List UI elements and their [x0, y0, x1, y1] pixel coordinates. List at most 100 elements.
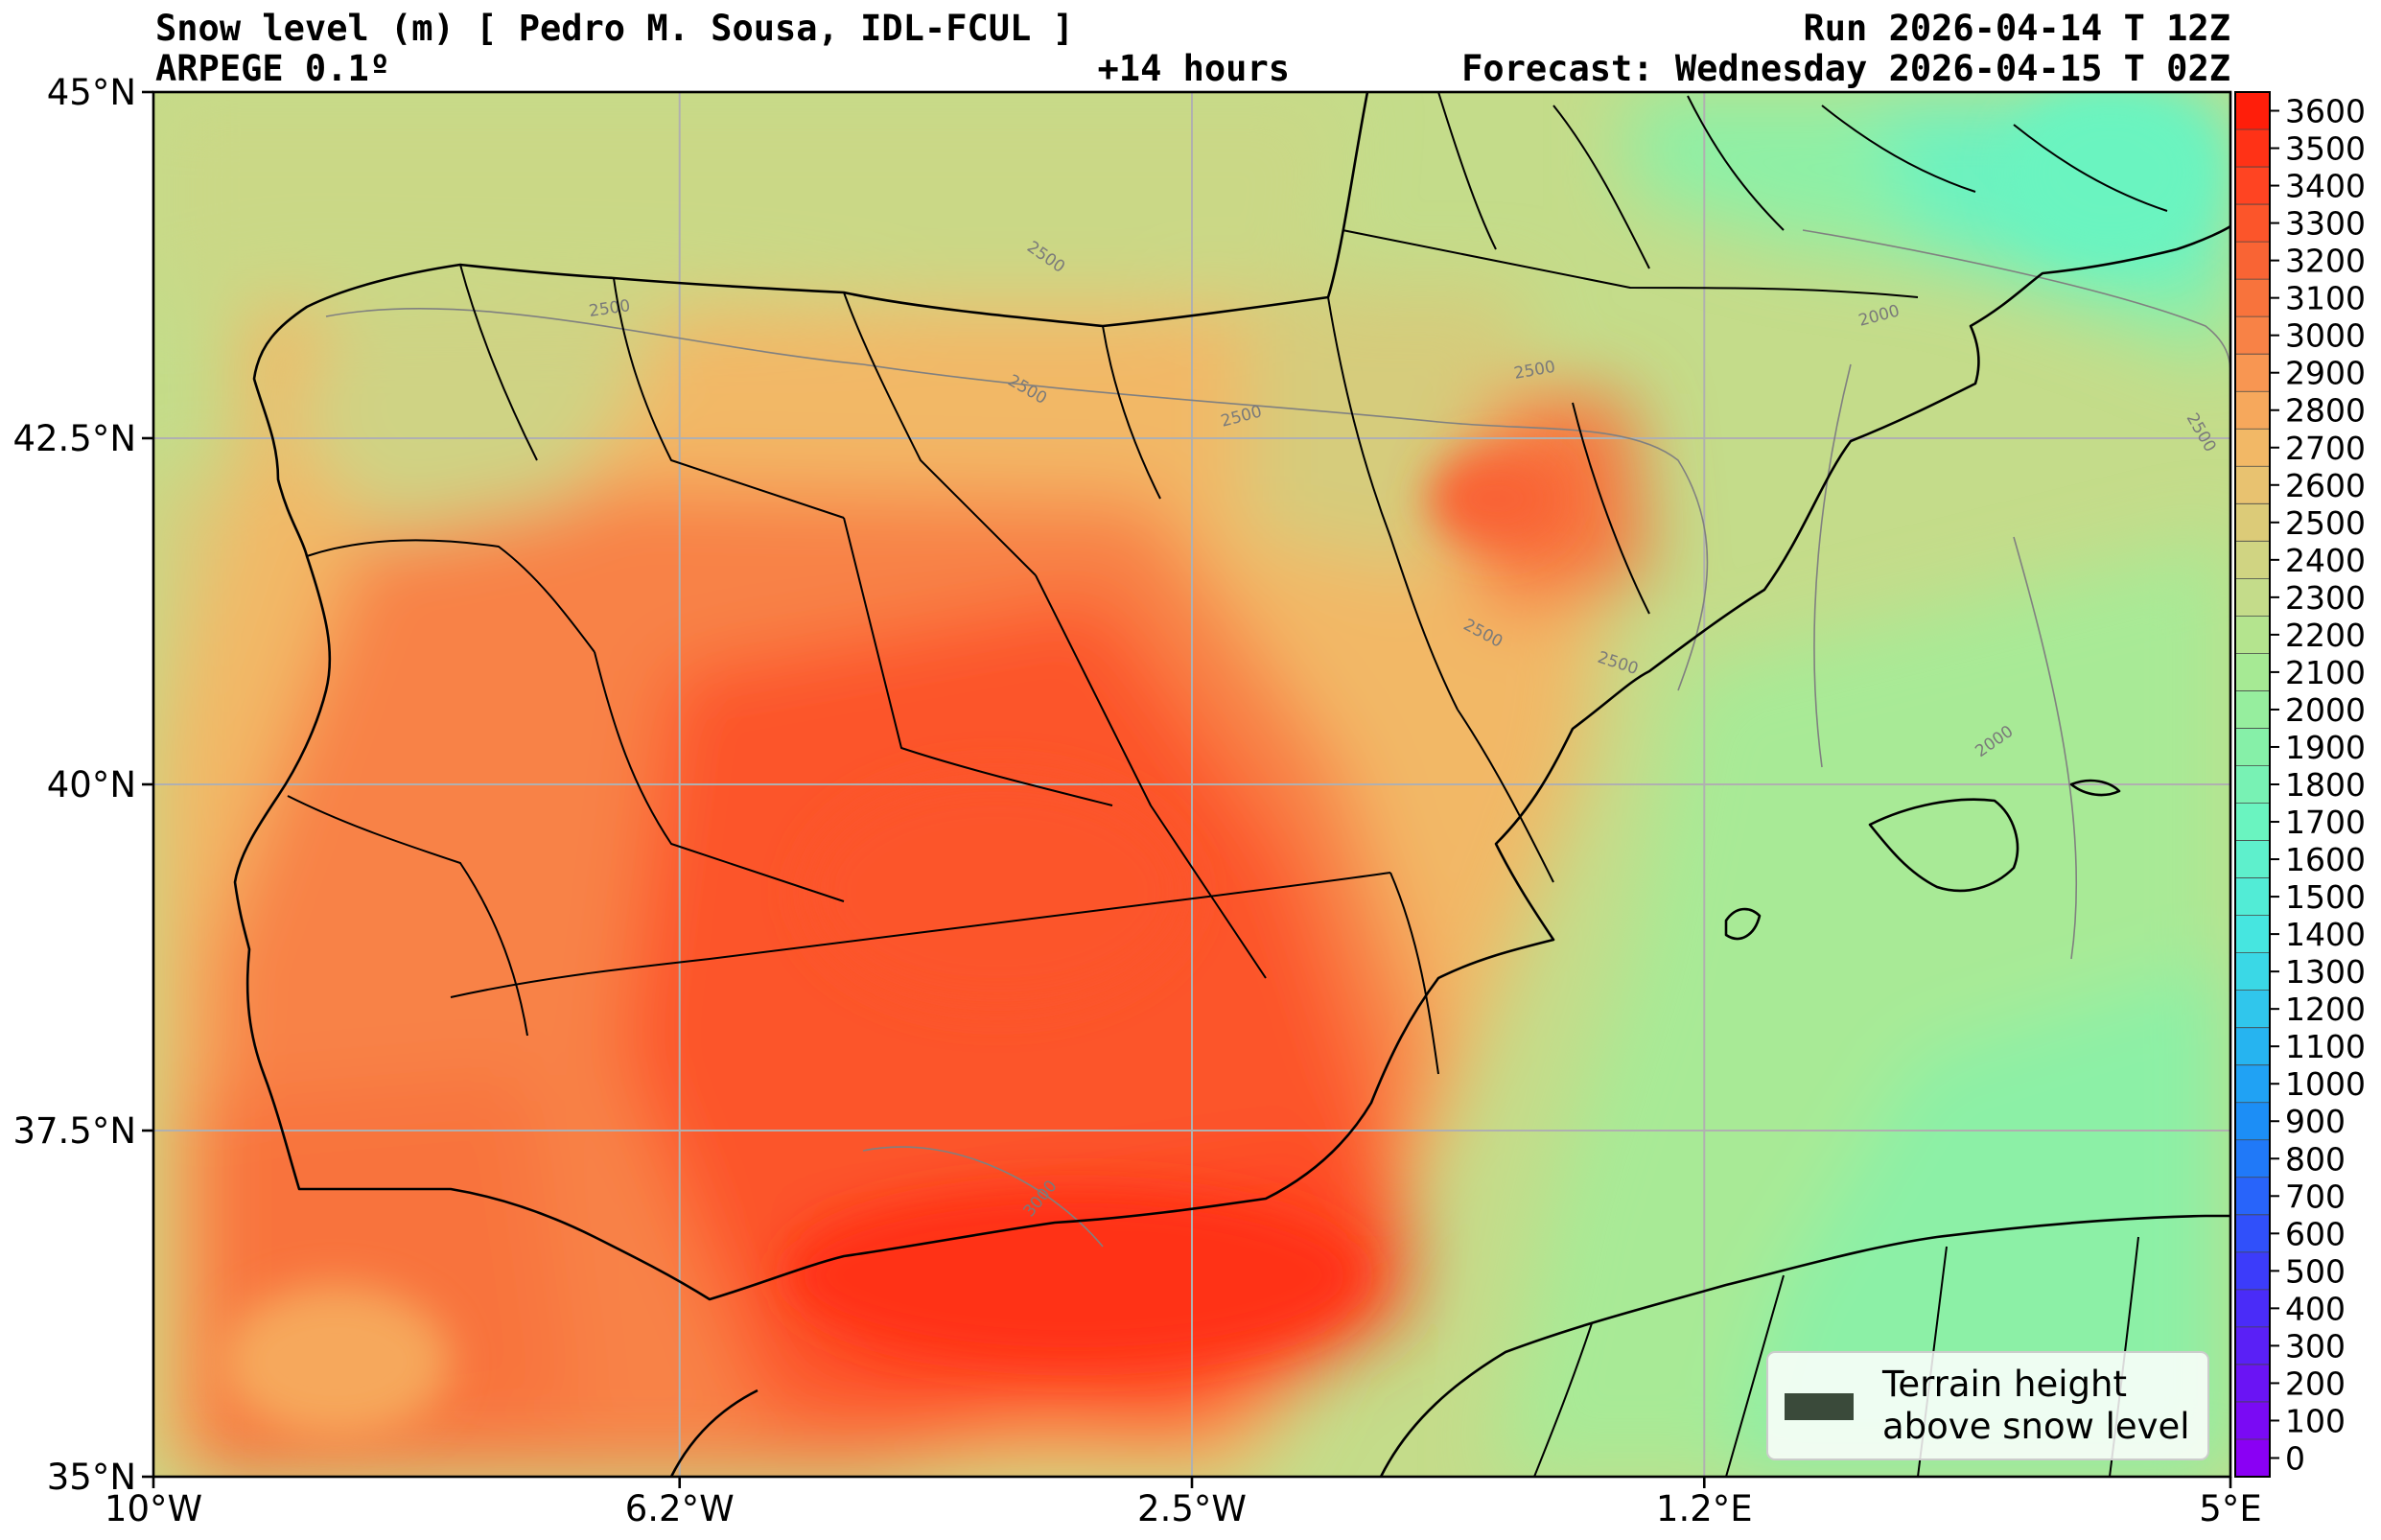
mallorca — [1868, 798, 2019, 893]
colorbar-tick-label: 2600 — [2285, 467, 2366, 504]
contour-3000 — [862, 1146, 1104, 1248]
ibiza — [1724, 907, 1762, 941]
colorbar-tick-label: 3000 — [2285, 317, 2366, 355]
colorbar-segment — [2235, 1326, 2270, 1365]
colorbar-segment — [2235, 653, 2270, 691]
colorbar-segment — [2235, 877, 2270, 917]
colorbar-tick-label: 1500 — [2285, 878, 2366, 916]
colorbar-tick-label: 400 — [2285, 1290, 2346, 1327]
border-algeria-d — [1533, 1322, 1593, 1477]
colorbar-frame — [2234, 91, 2271, 1478]
colorbar-tick-label: 800 — [2285, 1140, 2346, 1178]
colorbar-tick-label: 600 — [2285, 1215, 2346, 1252]
colorbar-tick-label: 3600 — [2285, 93, 2366, 130]
lat-tick-label: 40°N — [47, 764, 136, 805]
colorbar-segment — [2235, 429, 2270, 467]
colorbar-segment — [2235, 1364, 2270, 1403]
coastline-morocco — [669, 1388, 759, 1477]
border-castilla-lamancha — [1035, 574, 1267, 979]
colorbar-tick-label: 2300 — [2285, 579, 2366, 617]
colorbar-segment — [2235, 92, 2270, 130]
colorbar: 3600350034003300320031003000290028002700… — [2234, 91, 2366, 1478]
border-france-regions-a — [1342, 229, 1919, 298]
border-france-regions-c — [1552, 105, 1650, 269]
colorbar-tick-label: 2200 — [2285, 617, 2366, 654]
snow-level-field: 2500 2500 2500 2500 2500 2500 2500 2000 … — [153, 92, 2230, 1477]
colorbar-tick-label: 500 — [2285, 1252, 2346, 1290]
colorbar-tick-label: 2500 — [2285, 504, 2366, 542]
colorbar-tick-label: 700 — [2285, 1178, 2346, 1215]
colorbar-tick-label: 2100 — [2285, 654, 2366, 691]
coastline-north-africa — [1379, 1214, 2230, 1477]
border-galicia — [459, 264, 538, 461]
colorbar-segment — [2235, 840, 2270, 879]
colorbar-tick-label: 2900 — [2285, 355, 2366, 392]
field-alps-max — [2004, 92, 2215, 259]
colorbar-segment — [2235, 129, 2270, 168]
border-extremadura — [594, 651, 845, 902]
colorbar-tick-label: 2400 — [2285, 542, 2366, 579]
border-valencia — [1457, 709, 1554, 883]
colorbar-tick-label: 2000 — [2285, 691, 2366, 729]
colorbar-segment — [2235, 728, 2270, 766]
colorbar-segment — [2235, 279, 2270, 317]
forecast-time: Forecast: Wednesday 2026-04-15 T 02Z — [1461, 48, 2230, 89]
coastlines — [233, 92, 2230, 1477]
border-navarre — [1102, 325, 1161, 500]
colorbar-segment — [2235, 765, 2270, 805]
border-andalusia — [450, 872, 1391, 998]
colorbar-segment — [2235, 803, 2270, 842]
colorbar-segment — [2235, 1064, 2270, 1104]
colorbar-segment — [2235, 503, 2270, 542]
colorbar-segment — [2235, 1289, 2270, 1328]
border-france-regions-d — [1687, 95, 1785, 231]
colorbar-tick-label: 1000 — [2285, 1065, 2366, 1103]
colorbar-segment — [2235, 1177, 2270, 1216]
lat-tick-label: 37.5°N — [12, 1110, 136, 1152]
colorbar-segment — [2235, 1401, 2270, 1440]
lat-tick-label: 35°N — [47, 1457, 136, 1498]
border-aragon — [1327, 296, 1459, 711]
border-algeria-a — [1725, 1274, 1785, 1477]
colorbar-segment — [2235, 578, 2270, 617]
field-alboran — [786, 1189, 1362, 1362]
colorbar-segment — [2235, 1438, 2270, 1478]
colorbar-segment — [2235, 952, 2270, 992]
colorbar-tick-label: 3200 — [2285, 243, 2366, 280]
colorbar-segment — [2235, 466, 2270, 504]
colorbar-segment — [2235, 204, 2270, 243]
colorbar-tick-label: 100 — [2285, 1402, 2346, 1439]
contour-lines — [325, 229, 2230, 1248]
field-northwest — [288, 307, 671, 537]
border-catalonia — [1572, 402, 1650, 615]
legend-swatch — [1785, 1393, 1854, 1420]
border-portugal-north — [306, 539, 595, 653]
lead-time: +14 hours — [1098, 48, 1290, 89]
coastline-iberia-france — [233, 92, 2230, 1301]
model-name: ARPEGE 0.1º — [155, 48, 390, 89]
colorbar-tick-label: 1300 — [2285, 953, 2366, 991]
field-algeria-east — [1726, 959, 2230, 1477]
colorbar-tick-label: 1700 — [2285, 804, 2366, 841]
border-madrid — [843, 517, 1113, 806]
colorbar-tick-label: 1200 — [2285, 991, 2366, 1028]
border-france-regions-b — [1437, 92, 1497, 250]
colorbar-tick-label: 2700 — [2285, 430, 2366, 467]
colorbar-segment — [2235, 541, 2270, 579]
border-france-regions-e — [1821, 105, 1976, 193]
colorbar-tick-label: 0 — [2285, 1439, 2305, 1477]
colorbar-tick-label: 1900 — [2285, 729, 2366, 766]
colorbar-tick-label: 3400 — [2285, 168, 2366, 205]
colorbar-tick-label: 1600 — [2285, 841, 2366, 878]
colorbar-segment — [2235, 391, 2270, 430]
lon-tick-label: 2.5°W — [1137, 1488, 1247, 1529]
colorbar-segment — [2235, 354, 2270, 392]
axis-ticks: 45°N 42.5°N 40°N 37.5°N 35°N10°W 6.2°W 2.5°W 1.… — [12, 72, 2261, 1529]
colorbar-tick-label: 200 — [2285, 1365, 2346, 1402]
border-cantabria — [843, 292, 1037, 576]
border-asturias-cyl — [613, 277, 845, 519]
menorca — [2069, 779, 2121, 797]
colorbar-tick-label: 3300 — [2285, 205, 2366, 243]
colorbar-segment — [2235, 690, 2270, 729]
lon-tick-label: 1.2°E — [1656, 1488, 1753, 1529]
